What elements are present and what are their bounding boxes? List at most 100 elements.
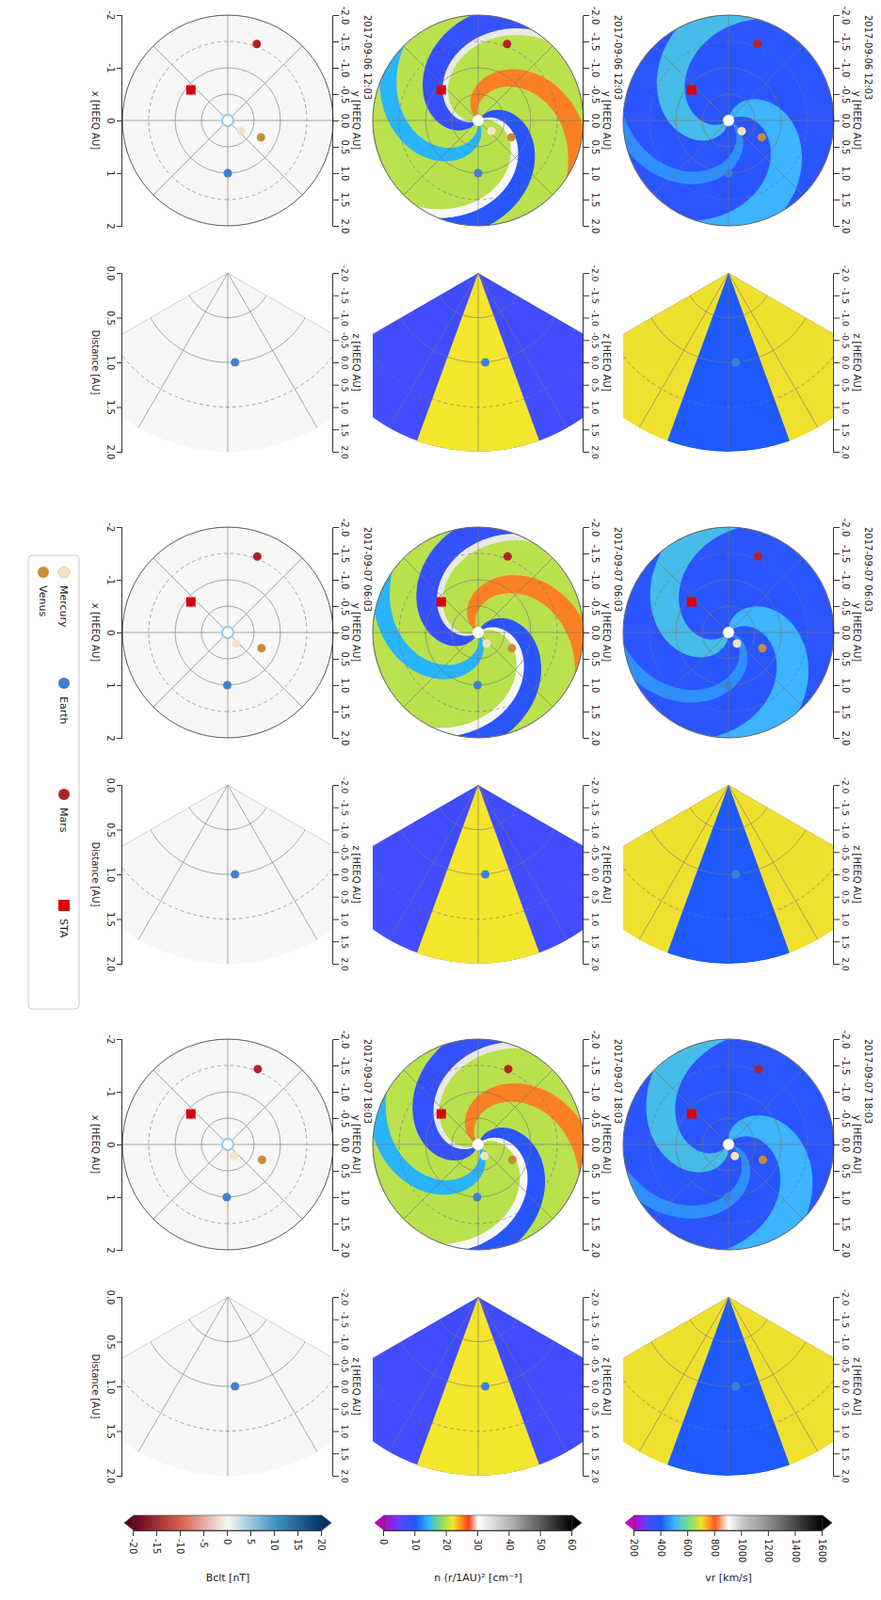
- tick-label: -1.5: [339, 544, 351, 564]
- tick: 60: [566, 1530, 577, 1552]
- colorbar-extend: [124, 1515, 134, 1531]
- tick-label: 1.0: [339, 400, 350, 416]
- colorbar: -20-15-10-505101520Bclt [nT]: [124, 1515, 332, 1585]
- tick: -2.0: [583, 1289, 600, 1307]
- body-marker: [480, 870, 490, 880]
- legend-label: Earth: [57, 696, 70, 725]
- axis-title: x [HEEQ AU]: [90, 91, 101, 150]
- tick-mark: [833, 407, 840, 409]
- tick: -5: [198, 1530, 209, 1549]
- legend-label: STA: [57, 918, 70, 939]
- tick-label: 1.0: [339, 1190, 351, 1206]
- body-marker: [222, 1193, 231, 1202]
- tick-mark: [116, 272, 123, 274]
- grid-arc: [623, 339, 834, 407]
- grid-spoke: [654, 46, 803, 195]
- tick-label: 1.0: [590, 1190, 601, 1206]
- grid-spoke: [654, 1070, 803, 1219]
- tick-mark: [833, 685, 840, 687]
- tick-mark: [333, 199, 339, 201]
- tick: 1.0: [833, 400, 850, 416]
- tick-mark: [333, 919, 339, 921]
- field-marks: [372, 784, 584, 964]
- tick-label: -1.0: [840, 1083, 851, 1103]
- meridional-clip: [623, 272, 834, 452]
- tick-label: 15: [292, 1538, 304, 1552]
- tick-label: 2.0: [105, 1469, 116, 1485]
- tick-mark: [333, 1453, 339, 1455]
- grid-arc: [150, 1342, 306, 1388]
- meridional-panel: -2.0-1.5-1.0-0.50.00.51.01.52.0z [HEEQ A…: [322, 777, 633, 972]
- tick-label: -2.0: [590, 6, 601, 26]
- timestamp: 2017-09-07 18:03: [612, 1039, 624, 1124]
- tick-mark: [333, 272, 339, 274]
- tick: 2.0: [105, 445, 123, 461]
- grid-spoke: [153, 1070, 303, 1219]
- tick-mark: [583, 919, 590, 921]
- tick-label: -1.5: [840, 1311, 850, 1329]
- axis-line: [832, 785, 834, 965]
- field-stream: [656, 0, 817, 141]
- panel-outline: [122, 527, 334, 738]
- field-high-latitude: [122, 272, 334, 452]
- tick-label: -1: [105, 64, 116, 74]
- tick-label: -0.5: [590, 85, 601, 105]
- timestamp: 2017-09-06 12:03: [612, 15, 624, 100]
- tick: 1.0: [333, 1190, 351, 1206]
- tick: 1.5: [333, 704, 351, 721]
- tick-label: 2.0: [339, 219, 351, 235]
- panel-outline: [372, 15, 584, 226]
- axis: 0.00.51.01.52.0: [105, 1290, 123, 1485]
- tick: 2.0: [333, 731, 351, 747]
- tick: 1.0: [105, 355, 123, 371]
- tick-label: -1.5: [840, 1057, 851, 1076]
- tick-label: -2.0: [840, 1289, 850, 1307]
- tick-label: 1.0: [339, 678, 351, 694]
- tick-mark: [333, 1475, 339, 1477]
- field-stream: [379, 0, 481, 161]
- tick-mark: [583, 874, 590, 876]
- tick: 1000: [736, 1530, 748, 1563]
- tick-label: 0.0: [590, 1379, 600, 1394]
- tick-label: -1.5: [590, 544, 601, 564]
- tick-label: -1.0: [339, 1333, 350, 1351]
- tick-label: 2.0: [840, 957, 850, 972]
- tick-mark: [333, 295, 339, 297]
- legend-swatch: [58, 788, 70, 801]
- tick: -15: [151, 1530, 162, 1554]
- tick: 2.0: [833, 1469, 850, 1484]
- tick: 1.0: [833, 678, 851, 694]
- tick-mark: [833, 579, 840, 581]
- tick: 5: [245, 1530, 257, 1545]
- tick-label: -20: [128, 1538, 139, 1554]
- body-marker: [737, 127, 747, 136]
- tick-label: -1.5: [590, 799, 600, 817]
- tick-label: 2.0: [840, 219, 851, 235]
- tick: 1400: [790, 1530, 801, 1563]
- tick-label: 0.5: [590, 1402, 600, 1416]
- axis: -2.0-1.5-1.0-0.50.00.51.01.52.0: [333, 777, 351, 972]
- tick: -1.5: [833, 544, 851, 564]
- tick-label: 2.0: [590, 445, 600, 460]
- tick-mark: [333, 1363, 339, 1365]
- tick-label: 800: [709, 1538, 721, 1557]
- tick-label: -2.0: [840, 518, 851, 538]
- ecliptic-panel: -2.0-1.5-1.0-0.50.00.51.01.52.0y [HEEQ A…: [602, 508, 874, 756]
- tick-mark: [333, 851, 339, 853]
- field-marks: [623, 272, 834, 452]
- field-high-latitude: [122, 784, 334, 964]
- field-background: [122, 15, 334, 226]
- timestamp: 2017-09-06 12:03: [362, 15, 373, 100]
- tick-label: -0.5: [840, 597, 851, 617]
- tick-label: -1.0: [339, 821, 350, 839]
- tick-label: 0.5: [590, 378, 600, 392]
- tick-mark: [583, 941, 590, 943]
- tick-mark: [333, 830, 339, 832]
- tick: 0.0: [833, 113, 851, 129]
- tick-mark: [583, 658, 590, 660]
- tick: -2.0: [333, 518, 351, 538]
- tick: -1.0: [833, 821, 850, 839]
- panel-outline: [122, 15, 334, 226]
- tick: 0.5: [583, 378, 600, 392]
- field-background: [122, 527, 334, 738]
